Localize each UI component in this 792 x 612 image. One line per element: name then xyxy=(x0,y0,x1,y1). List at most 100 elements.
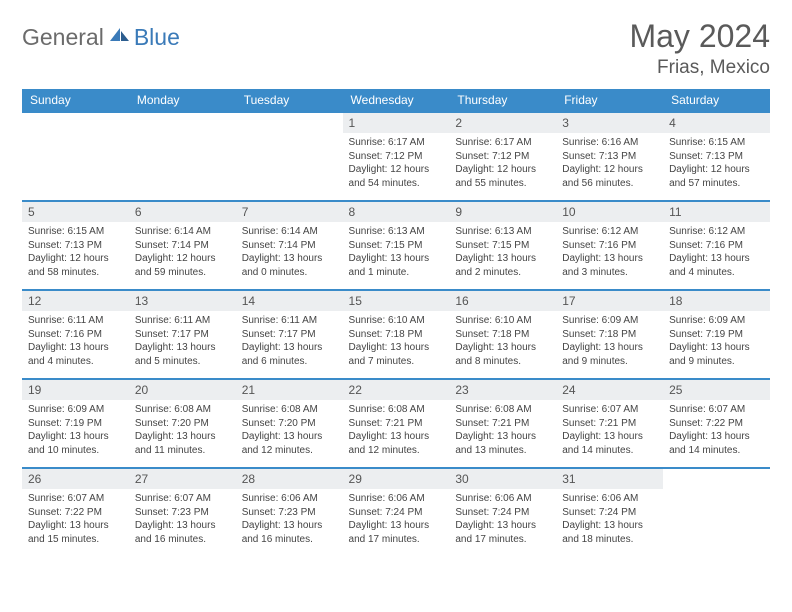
calendar-cell: 10Sunrise: 6:12 AMSunset: 7:16 PMDayligh… xyxy=(556,201,663,290)
day-content: Sunrise: 6:08 AMSunset: 7:21 PMDaylight:… xyxy=(449,400,556,467)
calendar-cell xyxy=(663,468,770,556)
calendar-cell: 6Sunrise: 6:14 AMSunset: 7:14 PMDaylight… xyxy=(129,201,236,290)
calendar-cell: 29Sunrise: 6:06 AMSunset: 7:24 PMDayligh… xyxy=(343,468,450,556)
day-number: 16 xyxy=(449,291,556,311)
calendar-table: SundayMondayTuesdayWednesdayThursdayFrid… xyxy=(22,89,770,556)
weekday-header: Saturday xyxy=(663,89,770,112)
calendar-cell xyxy=(236,112,343,201)
calendar-cell: 15Sunrise: 6:10 AMSunset: 7:18 PMDayligh… xyxy=(343,290,450,379)
brand-part2: Blue xyxy=(134,24,180,51)
day-number: 3 xyxy=(556,113,663,133)
day-content: Sunrise: 6:06 AMSunset: 7:24 PMDaylight:… xyxy=(343,489,450,556)
day-content: Sunrise: 6:11 AMSunset: 7:16 PMDaylight:… xyxy=(22,311,129,378)
weekday-header: Tuesday xyxy=(236,89,343,112)
day-content: Sunrise: 6:07 AMSunset: 7:22 PMDaylight:… xyxy=(663,400,770,467)
day-content: Sunrise: 6:08 AMSunset: 7:21 PMDaylight:… xyxy=(343,400,450,467)
day-content: Sunrise: 6:13 AMSunset: 7:15 PMDaylight:… xyxy=(449,222,556,289)
calendar-cell: 2Sunrise: 6:17 AMSunset: 7:12 PMDaylight… xyxy=(449,112,556,201)
calendar-cell: 11Sunrise: 6:12 AMSunset: 7:16 PMDayligh… xyxy=(663,201,770,290)
day-content: Sunrise: 6:10 AMSunset: 7:18 PMDaylight:… xyxy=(449,311,556,378)
day-number: 11 xyxy=(663,202,770,222)
day-number: 14 xyxy=(236,291,343,311)
calendar-week-row: 26Sunrise: 6:07 AMSunset: 7:22 PMDayligh… xyxy=(22,468,770,556)
day-content: Sunrise: 6:17 AMSunset: 7:12 PMDaylight:… xyxy=(449,133,556,200)
day-number: 26 xyxy=(22,469,129,489)
day-number: 22 xyxy=(343,380,450,400)
day-content: Sunrise: 6:11 AMSunset: 7:17 PMDaylight:… xyxy=(236,311,343,378)
day-content: Sunrise: 6:13 AMSunset: 7:15 PMDaylight:… xyxy=(343,222,450,289)
calendar-cell: 7Sunrise: 6:14 AMSunset: 7:14 PMDaylight… xyxy=(236,201,343,290)
day-content: Sunrise: 6:10 AMSunset: 7:18 PMDaylight:… xyxy=(343,311,450,378)
day-content: Sunrise: 6:12 AMSunset: 7:16 PMDaylight:… xyxy=(556,222,663,289)
calendar-cell: 19Sunrise: 6:09 AMSunset: 7:19 PMDayligh… xyxy=(22,379,129,468)
calendar-cell xyxy=(22,112,129,201)
day-content xyxy=(129,133,236,193)
month-title: May 2024 xyxy=(629,18,770,55)
calendar-cell: 1Sunrise: 6:17 AMSunset: 7:12 PMDaylight… xyxy=(343,112,450,201)
day-content: Sunrise: 6:08 AMSunset: 7:20 PMDaylight:… xyxy=(236,400,343,467)
calendar-cell: 5Sunrise: 6:15 AMSunset: 7:13 PMDaylight… xyxy=(22,201,129,290)
day-content xyxy=(236,133,343,193)
day-number: 7 xyxy=(236,202,343,222)
page-header: General Blue May 2024 Frias, Mexico xyxy=(22,18,770,79)
day-number: 21 xyxy=(236,380,343,400)
calendar-cell: 27Sunrise: 6:07 AMSunset: 7:23 PMDayligh… xyxy=(129,468,236,556)
day-number: 27 xyxy=(129,469,236,489)
day-number: 24 xyxy=(556,380,663,400)
day-content: Sunrise: 6:17 AMSunset: 7:12 PMDaylight:… xyxy=(343,133,450,200)
calendar-cell: 4Sunrise: 6:15 AMSunset: 7:13 PMDaylight… xyxy=(663,112,770,201)
day-number xyxy=(22,113,129,133)
calendar-cell: 21Sunrise: 6:08 AMSunset: 7:20 PMDayligh… xyxy=(236,379,343,468)
title-block: May 2024 Frias, Mexico xyxy=(629,18,770,79)
day-content: Sunrise: 6:15 AMSunset: 7:13 PMDaylight:… xyxy=(663,133,770,200)
weekday-header-row: SundayMondayTuesdayWednesdayThursdayFrid… xyxy=(22,89,770,112)
calendar-week-row: 5Sunrise: 6:15 AMSunset: 7:13 PMDaylight… xyxy=(22,201,770,290)
brand-part1: General xyxy=(22,24,104,51)
day-number: 25 xyxy=(663,380,770,400)
day-number: 2 xyxy=(449,113,556,133)
day-number: 13 xyxy=(129,291,236,311)
day-content: Sunrise: 6:15 AMSunset: 7:13 PMDaylight:… xyxy=(22,222,129,289)
day-content: Sunrise: 6:11 AMSunset: 7:17 PMDaylight:… xyxy=(129,311,236,378)
day-content: Sunrise: 6:08 AMSunset: 7:20 PMDaylight:… xyxy=(129,400,236,467)
day-number: 6 xyxy=(129,202,236,222)
calendar-cell: 8Sunrise: 6:13 AMSunset: 7:15 PMDaylight… xyxy=(343,201,450,290)
calendar-cell: 9Sunrise: 6:13 AMSunset: 7:15 PMDaylight… xyxy=(449,201,556,290)
day-content: Sunrise: 6:06 AMSunset: 7:24 PMDaylight:… xyxy=(449,489,556,556)
day-number: 8 xyxy=(343,202,450,222)
day-content: Sunrise: 6:14 AMSunset: 7:14 PMDaylight:… xyxy=(129,222,236,289)
day-content: Sunrise: 6:06 AMSunset: 7:23 PMDaylight:… xyxy=(236,489,343,556)
weekday-header: Thursday xyxy=(449,89,556,112)
calendar-week-row: 12Sunrise: 6:11 AMSunset: 7:16 PMDayligh… xyxy=(22,290,770,379)
day-content: Sunrise: 6:16 AMSunset: 7:13 PMDaylight:… xyxy=(556,133,663,200)
calendar-cell: 14Sunrise: 6:11 AMSunset: 7:17 PMDayligh… xyxy=(236,290,343,379)
calendar-cell: 3Sunrise: 6:16 AMSunset: 7:13 PMDaylight… xyxy=(556,112,663,201)
day-content: Sunrise: 6:06 AMSunset: 7:24 PMDaylight:… xyxy=(556,489,663,556)
day-number: 15 xyxy=(343,291,450,311)
day-number xyxy=(236,113,343,133)
day-content: Sunrise: 6:09 AMSunset: 7:19 PMDaylight:… xyxy=(663,311,770,378)
calendar-cell: 20Sunrise: 6:08 AMSunset: 7:20 PMDayligh… xyxy=(129,379,236,468)
brand-logo: General Blue xyxy=(22,18,180,51)
day-number: 31 xyxy=(556,469,663,489)
calendar-week-row: 1Sunrise: 6:17 AMSunset: 7:12 PMDaylight… xyxy=(22,112,770,201)
calendar-cell: 12Sunrise: 6:11 AMSunset: 7:16 PMDayligh… xyxy=(22,290,129,379)
day-number: 4 xyxy=(663,113,770,133)
day-number: 9 xyxy=(449,202,556,222)
calendar-cell: 24Sunrise: 6:07 AMSunset: 7:21 PMDayligh… xyxy=(556,379,663,468)
day-content xyxy=(663,489,770,549)
day-content: Sunrise: 6:07 AMSunset: 7:21 PMDaylight:… xyxy=(556,400,663,467)
weekday-header: Wednesday xyxy=(343,89,450,112)
day-content: Sunrise: 6:09 AMSunset: 7:19 PMDaylight:… xyxy=(22,400,129,467)
calendar-body: 1Sunrise: 6:17 AMSunset: 7:12 PMDaylight… xyxy=(22,112,770,556)
day-content: Sunrise: 6:07 AMSunset: 7:22 PMDaylight:… xyxy=(22,489,129,556)
calendar-cell: 23Sunrise: 6:08 AMSunset: 7:21 PMDayligh… xyxy=(449,379,556,468)
calendar-cell: 13Sunrise: 6:11 AMSunset: 7:17 PMDayligh… xyxy=(129,290,236,379)
day-number: 10 xyxy=(556,202,663,222)
location-label: Frias, Mexico xyxy=(629,57,770,79)
calendar-cell: 30Sunrise: 6:06 AMSunset: 7:24 PMDayligh… xyxy=(449,468,556,556)
logo-sail-icon xyxy=(108,26,130,49)
calendar-cell: 17Sunrise: 6:09 AMSunset: 7:18 PMDayligh… xyxy=(556,290,663,379)
calendar-cell: 18Sunrise: 6:09 AMSunset: 7:19 PMDayligh… xyxy=(663,290,770,379)
day-number xyxy=(129,113,236,133)
